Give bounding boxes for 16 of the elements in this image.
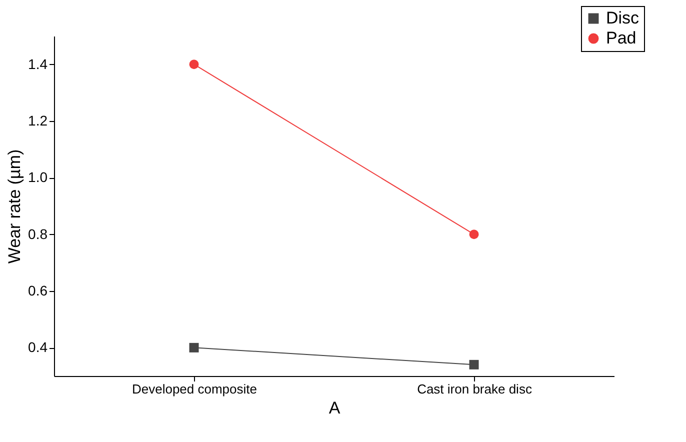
point <box>469 230 479 240</box>
x-tick-label: Cast iron brake disc <box>417 382 532 396</box>
y-tick-label: 1.2 <box>28 112 48 128</box>
x-axis-title: A <box>328 398 341 418</box>
legend-label: Disc <box>606 8 640 28</box>
y-tick-label: 0.6 <box>28 282 48 298</box>
y-tick-label: 0.4 <box>28 339 48 356</box>
x-tick-label: Developed composite <box>132 382 258 396</box>
point <box>469 360 479 370</box>
legend-label: Pad <box>606 28 636 48</box>
y-tick-label: 0.8 <box>28 226 48 242</box>
point <box>189 342 199 352</box>
y-tick-label: 1.0 <box>28 169 48 186</box>
y-tick-label: 1.4 <box>28 56 48 72</box>
point <box>189 60 199 70</box>
y-axis-title: Wear rate (µm) <box>5 149 24 264</box>
